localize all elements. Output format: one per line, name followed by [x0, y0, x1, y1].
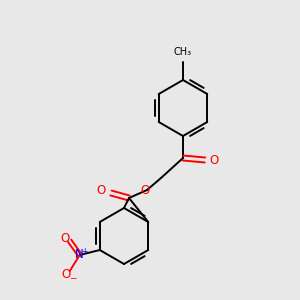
- Text: O: O: [97, 184, 106, 197]
- Text: −: −: [69, 274, 76, 283]
- Text: CH₃: CH₃: [174, 47, 192, 57]
- Text: O: O: [61, 268, 70, 281]
- Text: O: O: [60, 232, 69, 244]
- Text: O: O: [209, 154, 218, 166]
- Text: +: +: [82, 247, 88, 256]
- Text: O: O: [140, 184, 150, 197]
- Text: N: N: [74, 248, 83, 262]
